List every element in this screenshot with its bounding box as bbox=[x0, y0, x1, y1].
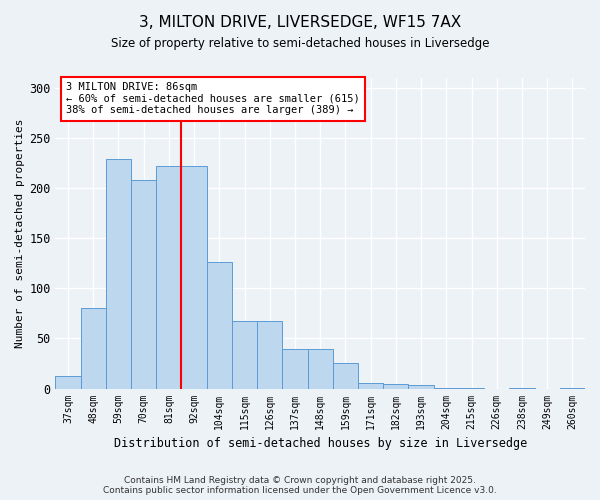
Bar bbox=[232, 322, 257, 388]
Bar bbox=[80, 308, 106, 388]
Bar bbox=[308, 350, 333, 389]
Bar bbox=[131, 180, 156, 388]
Bar bbox=[207, 262, 232, 388]
Text: Contains HM Land Registry data © Crown copyright and database right 2025.
Contai: Contains HM Land Registry data © Crown c… bbox=[103, 476, 497, 495]
X-axis label: Distribution of semi-detached houses by size in Liversedge: Distribution of semi-detached houses by … bbox=[113, 437, 527, 450]
Bar bbox=[409, 384, 434, 388]
Bar bbox=[333, 364, 358, 388]
Text: Size of property relative to semi-detached houses in Liversedge: Size of property relative to semi-detach… bbox=[111, 38, 489, 51]
Bar bbox=[257, 322, 283, 388]
Text: 3, MILTON DRIVE, LIVERSEDGE, WF15 7AX: 3, MILTON DRIVE, LIVERSEDGE, WF15 7AX bbox=[139, 15, 461, 30]
Y-axis label: Number of semi-detached properties: Number of semi-detached properties bbox=[15, 118, 25, 348]
Bar bbox=[358, 382, 383, 388]
Text: 3 MILTON DRIVE: 86sqm
← 60% of semi-detached houses are smaller (615)
38% of sem: 3 MILTON DRIVE: 86sqm ← 60% of semi-deta… bbox=[66, 82, 360, 116]
Bar bbox=[283, 350, 308, 389]
Bar bbox=[156, 166, 181, 388]
Bar bbox=[383, 384, 409, 388]
Bar bbox=[55, 376, 80, 388]
Bar bbox=[106, 159, 131, 388]
Bar bbox=[181, 166, 207, 388]
